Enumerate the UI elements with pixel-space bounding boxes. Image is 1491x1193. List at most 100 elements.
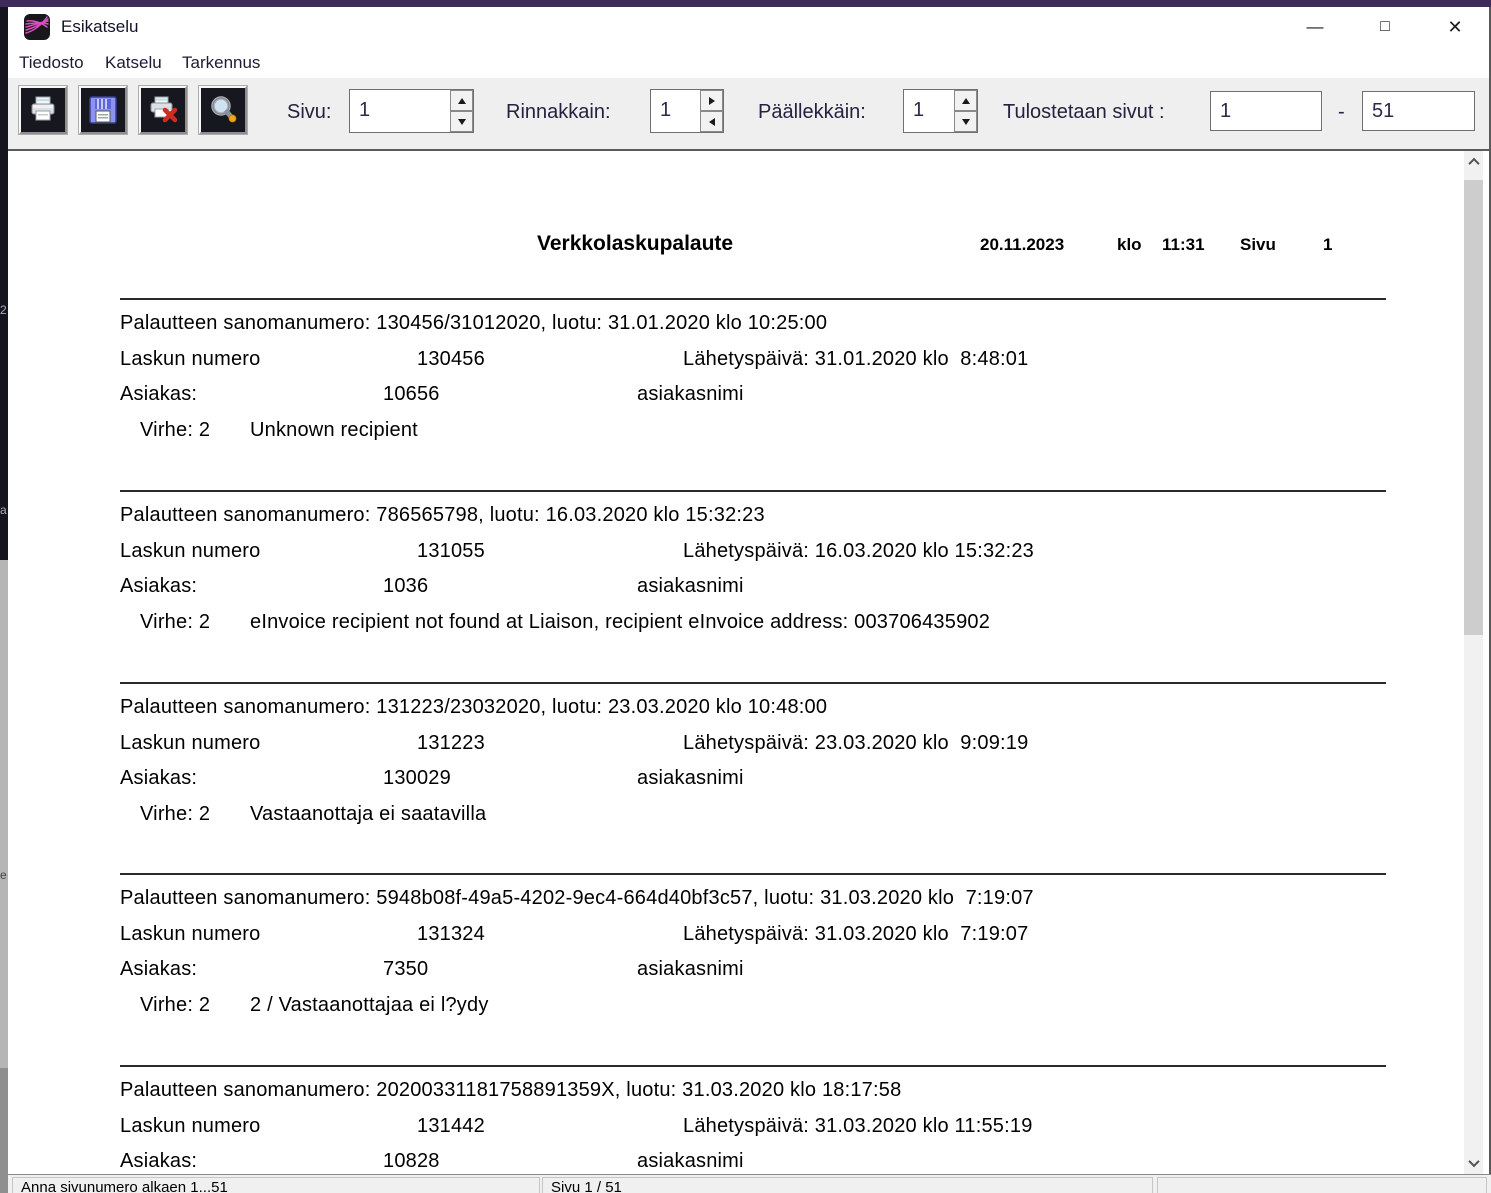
customer-name: asiakasnimi — [637, 575, 744, 597]
invoice-number-value: 131324 — [417, 923, 485, 945]
app-logo-icon — [24, 14, 50, 40]
customer-label: Asiakas: — [120, 1150, 198, 1172]
menu-item-tarkennus[interactable]: Tarkennus — [182, 53, 261, 72]
vertical-scrollbar[interactable] — [1464, 151, 1483, 1174]
customer-label: Asiakas: — [120, 383, 198, 405]
spin-down-icon[interactable] — [450, 111, 473, 132]
print-range-label: Tulostetaan sivut : — [1003, 101, 1165, 123]
overlap-label: Päällekkäin: — [758, 101, 866, 123]
across-label: Rinnakkain: — [506, 101, 611, 123]
spin-right-icon[interactable] — [700, 90, 723, 111]
sent-date-value: Lähetyspäivä: 31.03.2020 klo 7:19:07 — [683, 923, 1029, 945]
edge-text-fragment: a — [0, 503, 7, 517]
record-message-line: Palautteen sanomanumero: 786565798, luot… — [120, 504, 765, 526]
error-label: Virhe: 2 — [140, 994, 211, 1016]
page-label: Sivu: — [287, 101, 332, 123]
print-button[interactable] — [18, 85, 68, 135]
close-icon[interactable]: ✕ — [1447, 17, 1463, 37]
report-date: 20.11.2023 — [980, 235, 1065, 254]
menu-bar: Tiedosto Katselu Tarkennus — [8, 50, 1489, 78]
invoice-number-label: Laskun numero — [120, 732, 261, 754]
record-message-line: Palautteen sanomanumero: 131223/23032020… — [120, 696, 828, 718]
edge-text-fragment: 2 — [0, 303, 7, 317]
spin-up-icon[interactable] — [954, 90, 977, 111]
invoice-number-label: Laskun numero — [120, 1115, 261, 1137]
invoice-number-value: 131442 — [417, 1115, 485, 1137]
invoice-number-value: 130456 — [417, 348, 485, 370]
status-bar: Anna sivunumero alkaen 1...51 Sivu 1 / 5… — [8, 1174, 1491, 1193]
across-spinner[interactable]: 1 — [650, 89, 724, 133]
record-separator-line — [120, 490, 1386, 492]
preview-page: Verkkolaskupalaute 20.11.2023 klo 11:31 … — [8, 151, 1464, 1174]
error-text: 2 / Vastaanottajaa ei l?ydy — [250, 994, 489, 1016]
invoice-number-value: 131223 — [417, 732, 485, 754]
customer-number-value: 10828 — [383, 1150, 440, 1172]
customer-name: asiakasnimi — [637, 958, 744, 980]
background-window-left-strip-segment — [0, 1068, 8, 1193]
edge-text-fragment: e — [0, 868, 7, 882]
range-from-input[interactable]: 1 — [1210, 91, 1322, 131]
customer-number-value: 130029 — [383, 767, 451, 789]
error-text: Vastaanottaja ei saatavilla — [250, 803, 487, 825]
page-spinner[interactable]: 1 — [349, 89, 474, 133]
record-block: Palautteen sanomanumero: 131223/23032020… — [8, 682, 1464, 874]
save-button[interactable] — [78, 85, 128, 135]
save-icon — [89, 96, 117, 124]
range-separator: - — [1338, 101, 1345, 123]
background-window-left-strip: 2 a — [0, 7, 8, 560]
scrollbar-thumb[interactable] — [1464, 180, 1483, 635]
report-title: Verkkolaskupalaute — [537, 232, 734, 255]
zoom-button[interactable] — [198, 85, 248, 135]
status-hint: Anna sivunumero alkaen 1...51 — [12, 1177, 540, 1193]
error-label: Virhe: 2 — [140, 419, 211, 441]
overlap-value[interactable]: 1 — [913, 99, 925, 121]
record-message-line: Palautteen sanomanumero: 130456/31012020… — [120, 312, 828, 334]
sent-date-value: Lähetyspäivä: 31.03.2020 klo 11:55:19 — [683, 1115, 1033, 1137]
spin-down-icon[interactable] — [954, 111, 977, 132]
invoice-number-label: Laskun numero — [120, 348, 261, 370]
error-label: Virhe: 2 — [140, 803, 211, 825]
menu-item-tiedosto[interactable]: Tiedosto — [19, 53, 84, 72]
report-header: Verkkolaskupalaute 20.11.2023 klo 11:31 … — [8, 151, 1464, 271]
record-block: Palautteen sanomanumero: 202003311817588… — [8, 1065, 1464, 1174]
background-window-top-strip — [0, 0, 1491, 7]
sent-date-value: Lähetyspäivä: 31.01.2020 klo 8:48:01 — [683, 348, 1029, 370]
toolbar: Sivu: 1 Rinnakkain: 1 Päällekkäin: 1 Tul… — [8, 78, 1489, 151]
record-block: Palautteen sanomanumero: 130456/31012020… — [8, 298, 1464, 490]
overlap-spinner[interactable]: 1 — [903, 89, 978, 133]
window-right-border — [1489, 7, 1491, 1193]
minimize-icon[interactable]: — — [1306, 17, 1324, 36]
status-page-indicator: Sivu 1 / 51 — [542, 1177, 1153, 1193]
error-label: Virhe: 2 — [140, 611, 211, 633]
print-icon — [31, 96, 55, 121]
invoice-number-label: Laskun numero — [120, 923, 261, 945]
customer-name: asiakasnimi — [637, 383, 744, 405]
customer-name: asiakasnimi — [637, 1150, 744, 1172]
customer-label: Asiakas: — [120, 958, 198, 980]
sent-date-value: Lähetyspäivä: 16.03.2020 klo 15:32:23 — [683, 540, 1035, 562]
customer-name: asiakasnimi — [637, 767, 744, 789]
report-time: 11:31 — [1162, 235, 1205, 254]
maximize-icon[interactable]: □ — [1380, 18, 1390, 35]
scroll-up-icon[interactable] — [1464, 153, 1483, 171]
customer-number-value: 1036 — [383, 575, 429, 597]
spin-up-icon[interactable] — [450, 90, 473, 111]
spin-left-icon[interactable] — [700, 111, 723, 132]
page-value[interactable]: 1 — [359, 99, 371, 121]
record-message-line: Palautteen sanomanumero: 202003311817588… — [120, 1079, 902, 1101]
record-message-line: Palautteen sanomanumero: 5948b08f-49a5-4… — [120, 887, 1034, 909]
sent-date-value: Lähetyspäivä: 23.03.2020 klo 9:09:19 — [683, 732, 1029, 754]
record-separator-line — [120, 1065, 1386, 1067]
status-empty-panel — [1157, 1177, 1487, 1193]
customer-number-value: 10656 — [383, 383, 440, 405]
scroll-down-icon[interactable] — [1464, 1154, 1483, 1172]
across-value[interactable]: 1 — [660, 99, 672, 121]
menu-item-katselu[interactable]: Katselu — [105, 53, 162, 72]
window-title: Esikatselu — [61, 17, 139, 36]
customer-label: Asiakas: — [120, 575, 198, 597]
background-window-left-strip-lower: e — [0, 560, 8, 1193]
error-text: eInvoice recipient not found at Liaison,… — [250, 611, 991, 633]
zoom-icon — [211, 96, 237, 123]
cancel-print-button[interactable] — [138, 85, 188, 135]
range-to-input[interactable]: 51 — [1362, 91, 1475, 131]
